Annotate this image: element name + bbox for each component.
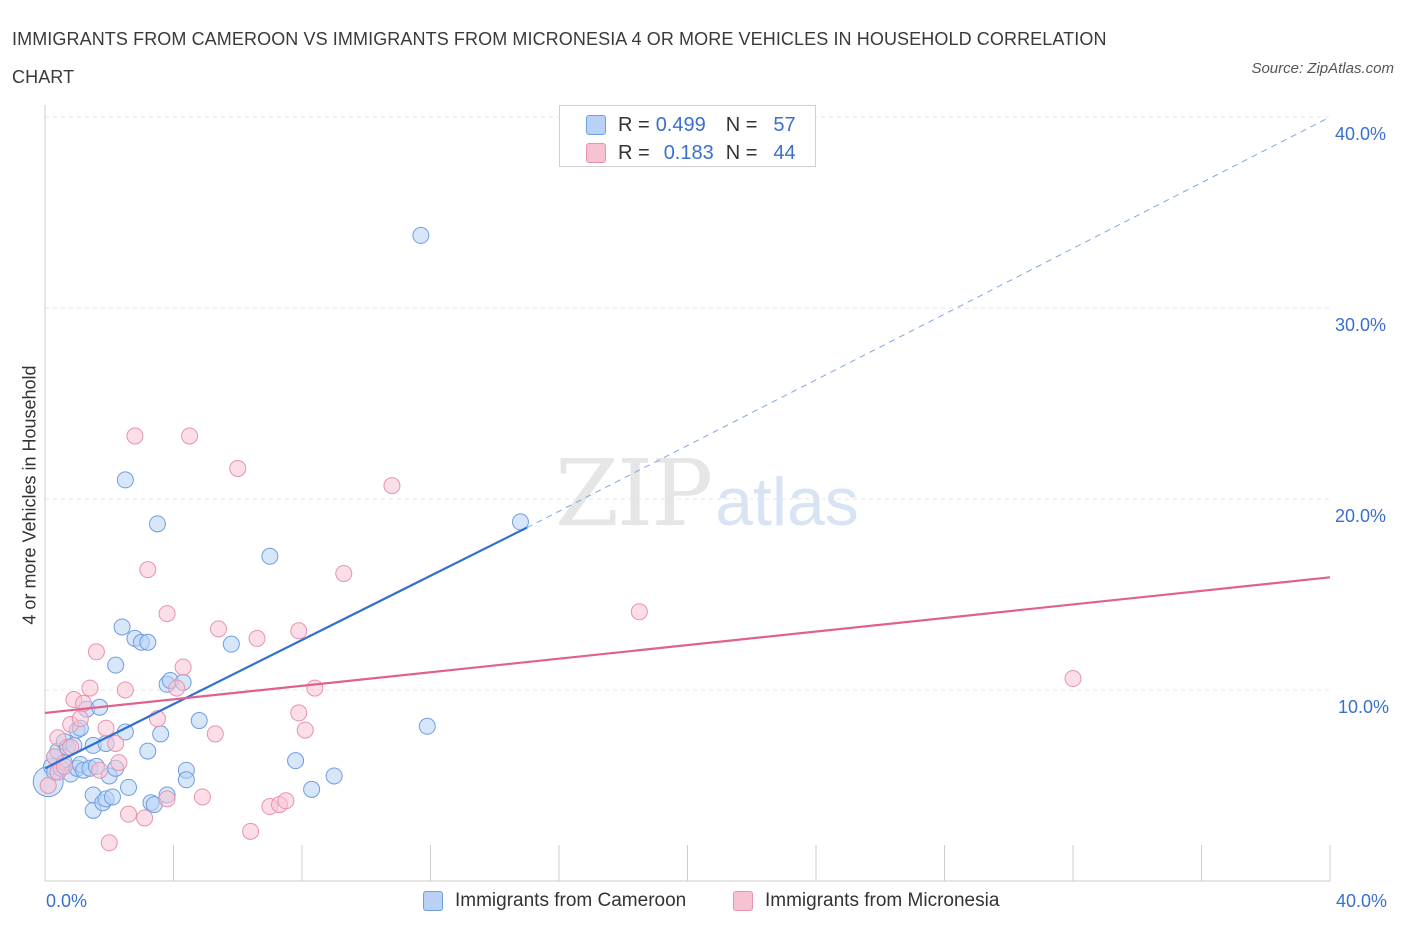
legend-row-micronesia: R = 0.183 N = 44 bbox=[586, 141, 796, 165]
micronesia-point bbox=[158, 605, 176, 623]
micronesia-point bbox=[49, 729, 67, 747]
y-tick-20: 20.0% bbox=[1335, 506, 1387, 526]
cameroon-point bbox=[103, 788, 121, 806]
legend-swatch-cameroon bbox=[586, 115, 606, 135]
cameroon-point bbox=[120, 778, 138, 796]
chart-title: IMMIGRANTS FROM CAMEROON VS IMMIGRANTS F… bbox=[12, 29, 1107, 87]
trend-lines bbox=[44, 116, 1331, 770]
micronesia-point bbox=[290, 622, 308, 640]
legend-label-cameroon: Immigrants from Cameroon bbox=[455, 890, 687, 911]
data-points bbox=[32, 226, 1082, 852]
cameroon-point bbox=[139, 633, 157, 651]
legend-r-label: R = bbox=[618, 141, 650, 164]
watermark: ZIPatlas bbox=[555, 440, 859, 547]
cameroon-point bbox=[303, 780, 321, 798]
micronesia-point bbox=[110, 754, 128, 772]
micronesia-point bbox=[306, 679, 324, 697]
micronesia-point bbox=[229, 459, 247, 477]
micronesia-point bbox=[158, 790, 176, 808]
micronesia-point bbox=[181, 427, 199, 445]
source-credit: Source: ZipAtlas.com bbox=[1251, 60, 1394, 77]
micronesia-point bbox=[136, 809, 154, 827]
micronesia-point bbox=[81, 679, 99, 697]
cameroon-point bbox=[116, 471, 134, 489]
legend-swatch-cameroon bbox=[423, 891, 443, 911]
cameroon-point bbox=[418, 717, 436, 735]
micronesia-point bbox=[1064, 670, 1082, 688]
micronesia-point bbox=[100, 834, 118, 852]
legend-r-value: 0.499 bbox=[655, 113, 706, 136]
legend-n-value: 44 bbox=[773, 141, 796, 164]
micronesia-point bbox=[296, 721, 314, 739]
watermark-zip: ZIP bbox=[555, 440, 713, 547]
y-tick-40: 40.0% bbox=[1335, 124, 1387, 144]
micronesia-point bbox=[168, 679, 186, 697]
watermark-atlas: atlas bbox=[715, 464, 859, 540]
legend-n-label: N = bbox=[725, 141, 758, 164]
micronesia-point bbox=[71, 710, 89, 728]
cameroon-point bbox=[412, 226, 430, 244]
cameroon-point bbox=[113, 618, 131, 636]
micronesia-point bbox=[206, 725, 224, 743]
micronesia-point bbox=[193, 788, 211, 806]
cameroon-point bbox=[152, 725, 170, 743]
x-tick-min: 0.0% bbox=[46, 891, 88, 911]
micronesia-point bbox=[242, 822, 260, 840]
micronesia-point bbox=[335, 564, 353, 582]
cameroon-point bbox=[190, 712, 208, 730]
stats-legend: R = 0.499 N = 57 R = 0.183 N = 44 bbox=[559, 105, 816, 167]
legend-item-micronesia[interactable]: Immigrants from Micronesia bbox=[733, 890, 999, 912]
micronesia-point bbox=[290, 704, 308, 722]
micronesia-point bbox=[126, 427, 144, 445]
micronesia-point bbox=[120, 805, 138, 823]
micronesia-point bbox=[91, 761, 109, 779]
cameroon-point bbox=[287, 752, 305, 770]
cameroon-point bbox=[107, 656, 125, 674]
series-legend: Immigrants from Cameroon Immigrants from… bbox=[0, 890, 1406, 914]
cameroon-point bbox=[261, 547, 279, 565]
cameroon-point bbox=[139, 742, 157, 760]
cameroon-trend-extension bbox=[526, 116, 1331, 529]
legend-r-label: R = bbox=[618, 113, 650, 136]
micronesia-point bbox=[39, 777, 57, 794]
axes bbox=[44, 105, 1331, 882]
legend-item-cameroon[interactable]: Immigrants from Cameroon bbox=[423, 890, 686, 912]
micronesia-point bbox=[97, 719, 115, 737]
cameroon-point bbox=[222, 635, 240, 653]
cameroon-trend-line bbox=[44, 526, 528, 770]
micronesia-point bbox=[116, 681, 134, 699]
legend-swatch-micronesia bbox=[586, 143, 606, 163]
grid-lines bbox=[45, 116, 1330, 691]
y-tick-10: 10.0% bbox=[1338, 697, 1390, 717]
micronesia-point bbox=[87, 643, 105, 661]
micronesia-point bbox=[107, 734, 125, 752]
legend-n-value: 57 bbox=[773, 113, 796, 136]
y-tick-30: 30.0% bbox=[1335, 315, 1387, 335]
cameroon-point bbox=[325, 767, 343, 785]
micronesia-point bbox=[630, 603, 648, 621]
micronesia-point bbox=[174, 658, 192, 676]
micronesia-point bbox=[248, 629, 266, 647]
cameroon-point bbox=[148, 515, 166, 533]
micronesia-point bbox=[139, 561, 157, 579]
micronesia-trend-line bbox=[44, 576, 1331, 715]
micronesia-point bbox=[383, 477, 401, 495]
micronesia-point bbox=[209, 620, 227, 638]
legend-n-label: N = bbox=[725, 113, 758, 136]
legend-label-micronesia: Immigrants from Micronesia bbox=[765, 890, 1000, 911]
legend-row-cameroon: R = 0.499 N = 57 bbox=[586, 113, 796, 137]
legend-r-value: 0.183 bbox=[663, 141, 714, 164]
x-tick-max: 40.0% bbox=[1336, 891, 1388, 911]
micronesia-point bbox=[277, 792, 295, 810]
legend-swatch-micronesia bbox=[733, 891, 753, 911]
cameroon-point bbox=[177, 771, 195, 789]
y-axis-label: 4 or more Vehicles in Household bbox=[19, 365, 40, 625]
